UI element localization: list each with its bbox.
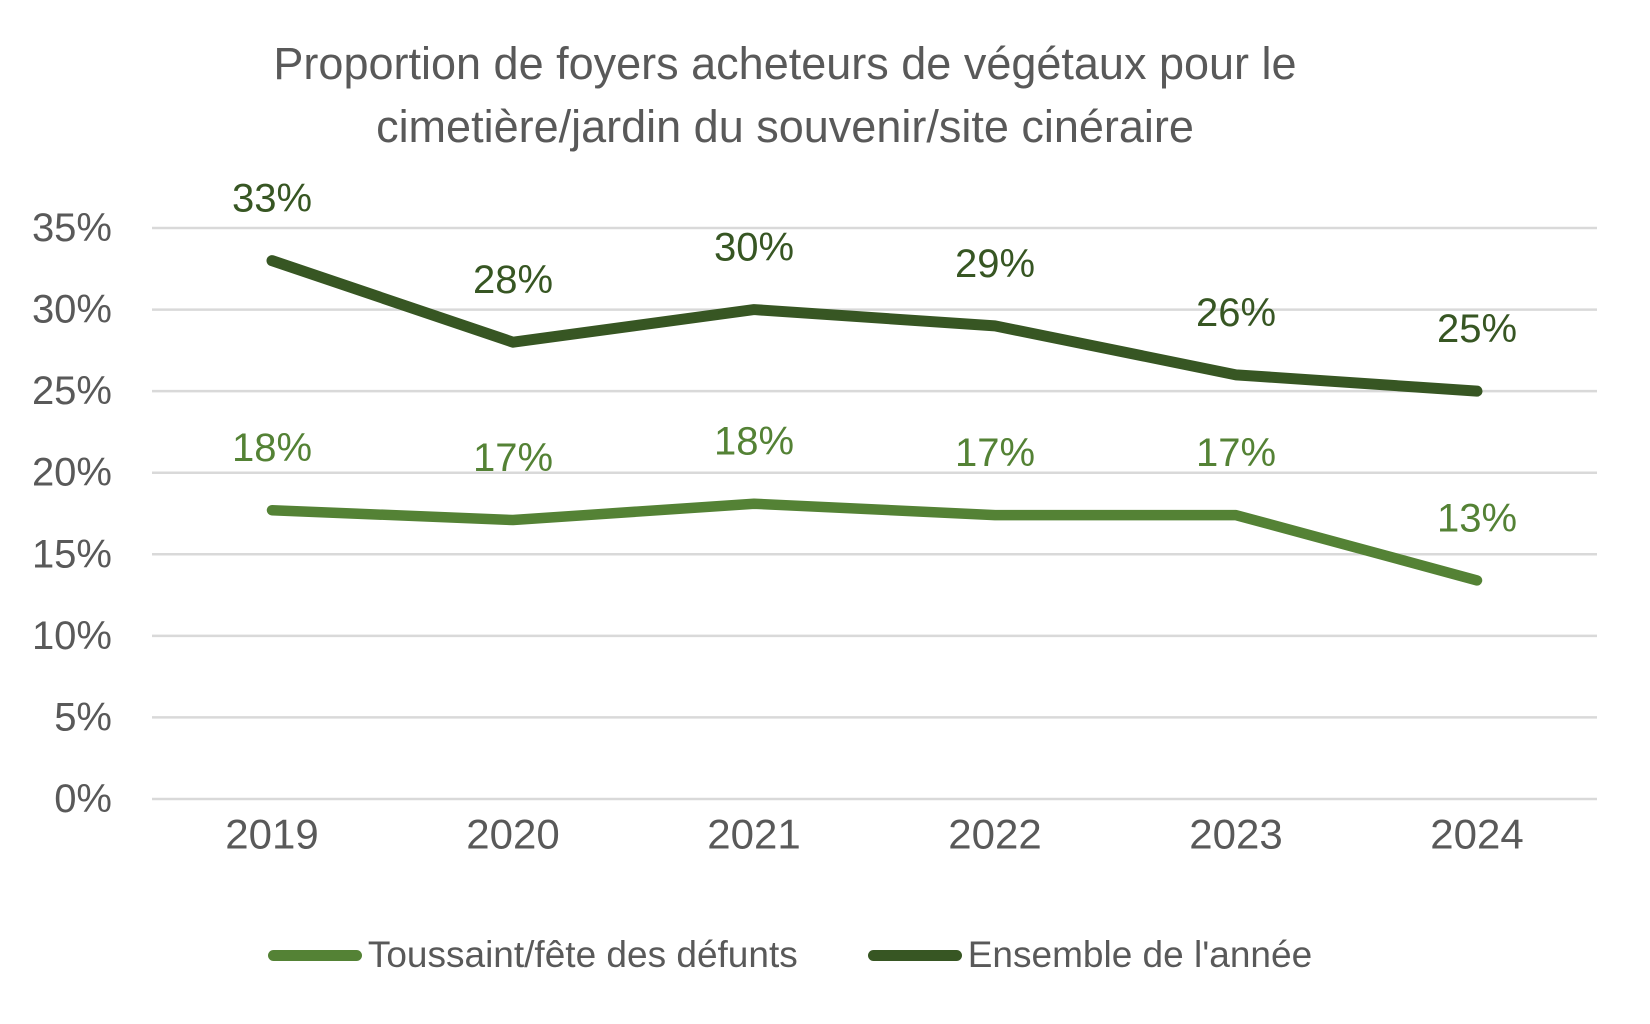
chart-title-line-1: Proportion de foyers acheteurs de végéta… [273,38,1297,89]
legend-label-ensemble: Ensemble de l'année [967,934,1313,975]
data-label: 17% [955,431,1035,475]
legend-swatch-ensemble-icon [867,949,962,961]
y-axis-tick-label: 30% [32,288,112,332]
x-axis-tick-label: 2023 [1189,811,1282,858]
data-label: 26% [1196,291,1276,335]
data-label: 33% [232,177,312,221]
legend-item-ensemble: Ensemble de l'année [867,934,1313,976]
data-label: 29% [955,242,1035,286]
legend-label-toussaint: Toussaint/fête des défunts [367,934,798,975]
y-axis-tick-label: 25% [32,369,112,413]
x-axis-tick-label: 2021 [707,811,800,858]
x-axis-tick-label: 2022 [948,811,1041,858]
y-axis-tick-label: 10% [32,614,112,658]
data-label: 17% [1196,431,1276,475]
series-line-0 [266,498,1483,586]
y-axis-tick-label: 35% [32,206,112,250]
data-label: 28% [473,258,553,302]
legend-swatch-toussaint-icon [267,949,362,961]
chart-title: Proportion de foyers acheteurs de végéta… [0,32,1570,158]
legend-item-toussaint: Toussaint/fête des défunts [267,934,798,976]
data-label: 18% [232,426,312,470]
y-axis-tick-label: 15% [32,532,112,576]
chart-title-line-2: cimetière/jardin du souvenir/site cinéra… [376,101,1194,152]
data-label: 18% [714,420,794,464]
data-label: 13% [1437,496,1517,540]
y-axis-tick-label: 5% [54,695,112,739]
data-label: 25% [1437,307,1517,351]
series-line-1 [266,255,1483,397]
data-label: 30% [714,226,794,270]
y-axis-tick-label: 0% [54,777,112,821]
x-axis-tick-label: 2020 [466,811,559,858]
legend: Toussaint/fête des défunts Ensemble de l… [0,934,1650,976]
data-label: 17% [473,436,553,480]
x-axis-tick-label: 2019 [225,811,318,858]
y-axis-tick-label: 20% [32,451,112,495]
x-axis-tick-label: 2024 [1430,811,1523,858]
